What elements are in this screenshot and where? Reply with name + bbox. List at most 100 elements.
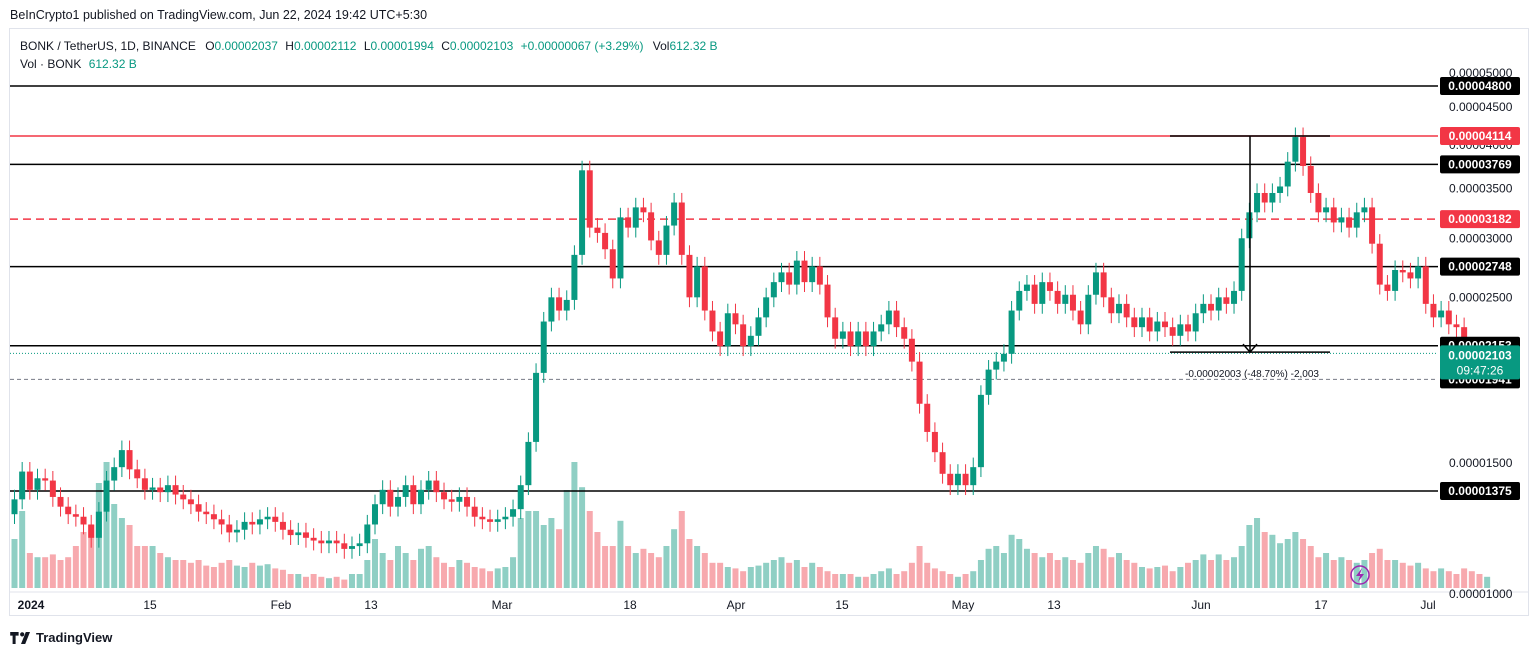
candle-body [1062, 294, 1069, 304]
candle-body [118, 450, 125, 468]
countdown-label: 09:47:26 [1457, 363, 1504, 377]
volume-bar [1108, 557, 1115, 588]
tradingview-footer[interactable]: TradingView [10, 630, 112, 645]
volume-bar [356, 574, 363, 588]
volume-bar [103, 462, 110, 588]
candle-body [1023, 284, 1030, 291]
candle-body [755, 317, 762, 336]
measurement-tool: -0.00002003 (-48.70%) -2,003 [1170, 135, 1330, 380]
volume-bar [1208, 560, 1215, 588]
candle-body [625, 217, 632, 228]
candle-body [579, 170, 586, 255]
volume-bars [11, 462, 1491, 588]
candle-body [180, 494, 187, 500]
candle-body [57, 496, 64, 507]
volume-bar [203, 565, 210, 588]
volume-bar [755, 565, 762, 588]
candle-body [778, 272, 785, 283]
volume-bar [1384, 560, 1391, 588]
candle-body [1392, 270, 1399, 291]
candle-body [893, 310, 900, 328]
volume-bar [993, 546, 1000, 588]
volume-bar [1415, 562, 1422, 588]
candle-body [885, 310, 892, 325]
level-price-box [1440, 126, 1520, 145]
candle-body [295, 532, 302, 536]
volume-bar [1146, 568, 1153, 588]
volume-bar [410, 560, 417, 588]
volume-bar [1315, 557, 1322, 588]
candle-body [732, 313, 739, 325]
candle-body [1384, 284, 1391, 291]
candle-body [686, 254, 693, 298]
x-tick-label: Mar [492, 598, 513, 612]
volume-bar [502, 567, 509, 588]
candle-body [371, 504, 378, 525]
volume-bar [26, 553, 33, 588]
volume-bar [42, 557, 49, 588]
candle-body [1115, 303, 1122, 314]
volume-bar [1100, 548, 1107, 588]
volume-bar [947, 574, 954, 588]
candle-body [172, 485, 179, 495]
volume-bar [479, 568, 486, 588]
volume-bar [816, 567, 823, 588]
candle-body [1369, 207, 1376, 244]
candle-body [1092, 272, 1099, 295]
volume-bar [418, 548, 425, 588]
candle-body [471, 506, 478, 517]
volume-bar [34, 557, 41, 588]
volume-bar [256, 565, 263, 588]
candle-body [233, 529, 240, 533]
volume-bar [141, 546, 148, 588]
volume-bar [609, 546, 616, 588]
candle-body [1338, 217, 1345, 223]
volume-bar [1392, 560, 1399, 588]
candle-body [648, 212, 655, 241]
candle-body [763, 297, 770, 318]
volume-bar [1369, 553, 1376, 588]
volume-bar [686, 539, 693, 588]
volume-indicator-label: Vol · BONK [20, 57, 82, 71]
volume-bar [1361, 560, 1368, 588]
candle-body [548, 297, 555, 322]
close-label: C [441, 39, 450, 53]
candle-body [1223, 297, 1230, 304]
volume-bar [847, 574, 854, 588]
candle-body [1254, 192, 1261, 213]
candle-body [839, 331, 846, 339]
volume-bar [1115, 553, 1122, 588]
change-value: +0.00000067 (+3.29%) [520, 39, 644, 53]
volume-bar [1323, 553, 1330, 588]
candle-body [141, 478, 148, 490]
volume-bar [302, 576, 309, 588]
volume-bar [594, 532, 601, 588]
volume-bar [1269, 534, 1276, 588]
volume-bar [824, 571, 831, 588]
tradingview-brand: TradingView [36, 630, 113, 645]
volume-bar [364, 560, 371, 588]
x-tick-label: 18 [623, 598, 637, 612]
candle-body [678, 202, 685, 255]
lightning-icon [1350, 565, 1370, 585]
horizontal-levels [10, 85, 1438, 492]
volume-bar [924, 562, 931, 588]
volume-bar [1445, 571, 1452, 588]
volume-bar [901, 571, 908, 588]
candle-body [164, 485, 171, 493]
volume-bar [640, 548, 647, 588]
candle-body [11, 499, 18, 515]
volume-bar [832, 574, 839, 588]
volume-bar [456, 560, 463, 588]
candle-body [1031, 284, 1038, 304]
candle-body [1353, 212, 1360, 228]
candle-body [1231, 290, 1238, 304]
volume-bar [1215, 554, 1222, 588]
candle-body [26, 471, 33, 490]
candle-body [525, 441, 532, 486]
volume-bar [49, 554, 56, 588]
candle-body [226, 524, 233, 533]
candle-body [195, 504, 202, 512]
volume-bar [387, 560, 394, 588]
